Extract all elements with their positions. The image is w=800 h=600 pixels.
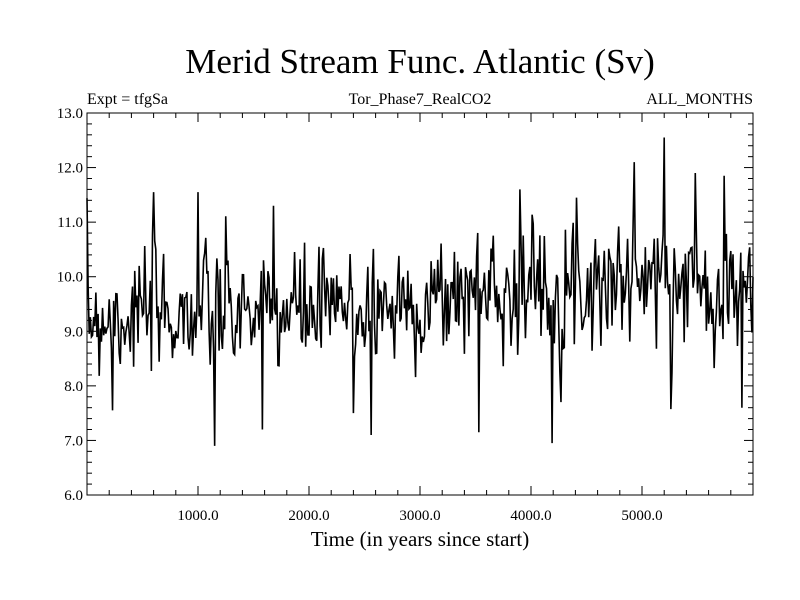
x-tick-label: 5000.0 xyxy=(621,508,662,524)
series-layer xyxy=(86,137,754,446)
chart-title: Merid Stream Func. Atlantic (Sv) xyxy=(185,42,655,81)
experiment-label: Expt = tfgSa xyxy=(87,91,168,108)
y-tick-label: 9.0 xyxy=(64,324,83,340)
x-tick-label: 4000.0 xyxy=(510,508,551,524)
y-tick-label: 7.0 xyxy=(64,433,83,449)
axis-layer: 6.0 7.0 8.0 9.0 10.0 11.0 12.0 13.0 1000.0 2000.0… xyxy=(57,106,754,524)
series-line xyxy=(86,137,754,446)
x-axis-label: Time (in years since start) xyxy=(311,527,530,551)
y-tick-label: 11.0 xyxy=(57,215,83,231)
y-tick-label: 13.0 xyxy=(57,106,83,122)
x-tick-label: 3000.0 xyxy=(399,508,440,524)
y-tick-label: 8.0 xyxy=(64,379,83,395)
run-name-label: Tor_Phase7_RealCO2 xyxy=(349,91,492,108)
y-tick-label: 12.0 xyxy=(57,161,83,177)
y-tick-label: 10.0 xyxy=(57,270,83,286)
x-tick-label: 1000.0 xyxy=(177,508,218,524)
x-tick-label: 2000.0 xyxy=(288,508,329,524)
months-label: ALL_MONTHS xyxy=(646,91,753,108)
y-tick-label: 6.0 xyxy=(64,488,83,504)
